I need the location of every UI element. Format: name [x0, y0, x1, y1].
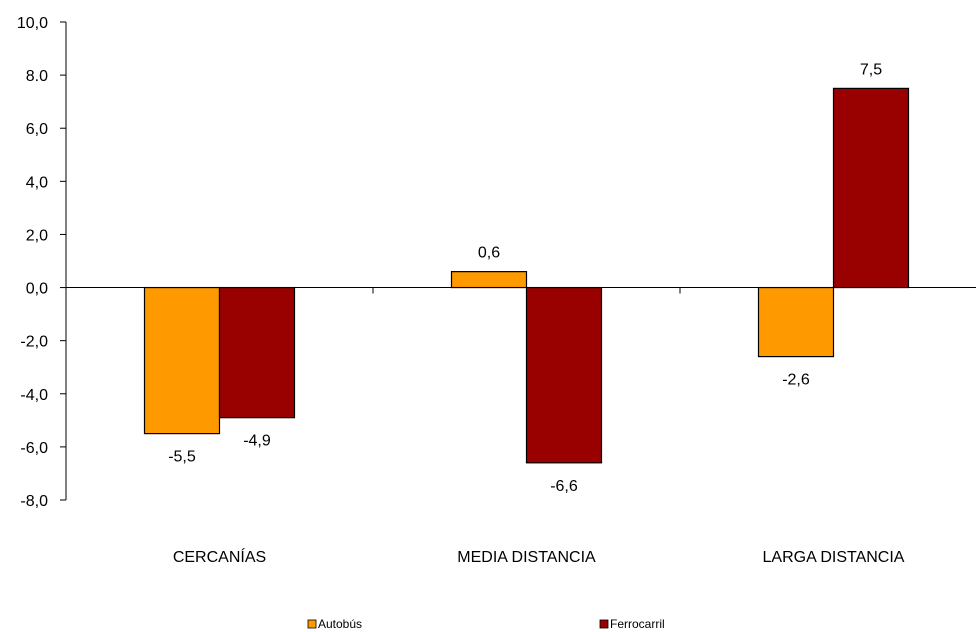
y-tick-label: -8,0	[20, 493, 48, 510]
bar-ferrocarril	[218, 286, 296, 419]
y-tick-label: -6,0	[20, 440, 48, 457]
legend: Autobús Ferrocarril	[307, 617, 665, 631]
legend-label: Autobús	[318, 617, 362, 631]
legend-swatch	[307, 619, 317, 629]
y-tick-label: 8.0	[26, 68, 48, 85]
bars	[143, 87, 910, 464]
legend-swatch	[599, 619, 609, 629]
y-axis: 10,0 8.0 6,0 4,0 2,0 0,0 -2,0 -4,0 -6,0 -8,0	[17, 15, 67, 510]
data-labels: -5,5 0,6 -2,6 -4,9 -6,6 7,5	[168, 61, 882, 494]
y-tick-label: -4,0	[20, 387, 48, 404]
y-tick-label: 4,0	[26, 174, 48, 191]
bar-autobus	[757, 286, 835, 358]
data-label: -6,6	[550, 478, 578, 495]
data-label: 0,6	[478, 245, 500, 262]
data-label: -2,6	[782, 372, 810, 389]
y-tick-label: 2,0	[26, 227, 48, 244]
legend-label: Ferrocarril	[610, 617, 665, 631]
bar-ferrocarril	[832, 87, 910, 289]
bar-ferrocarril	[525, 286, 603, 464]
category-label: LARGA DISTANCIA	[763, 549, 905, 566]
bar-autobus	[450, 271, 528, 289]
y-tick-label: 10,0	[17, 15, 48, 32]
bar-autobus	[143, 286, 221, 435]
data-label: -4,9	[243, 433, 271, 450]
category-label: CERCANÍAS	[173, 547, 266, 566]
y-tick-label: -2,0	[20, 334, 48, 351]
category-label: MEDIA DISTANCIA	[457, 549, 596, 566]
data-label: -5,5	[168, 449, 196, 466]
y-tick-label: 6,0	[26, 121, 48, 138]
data-label: 7,5	[860, 61, 882, 78]
y-tick-label: 0,0	[26, 281, 48, 298]
